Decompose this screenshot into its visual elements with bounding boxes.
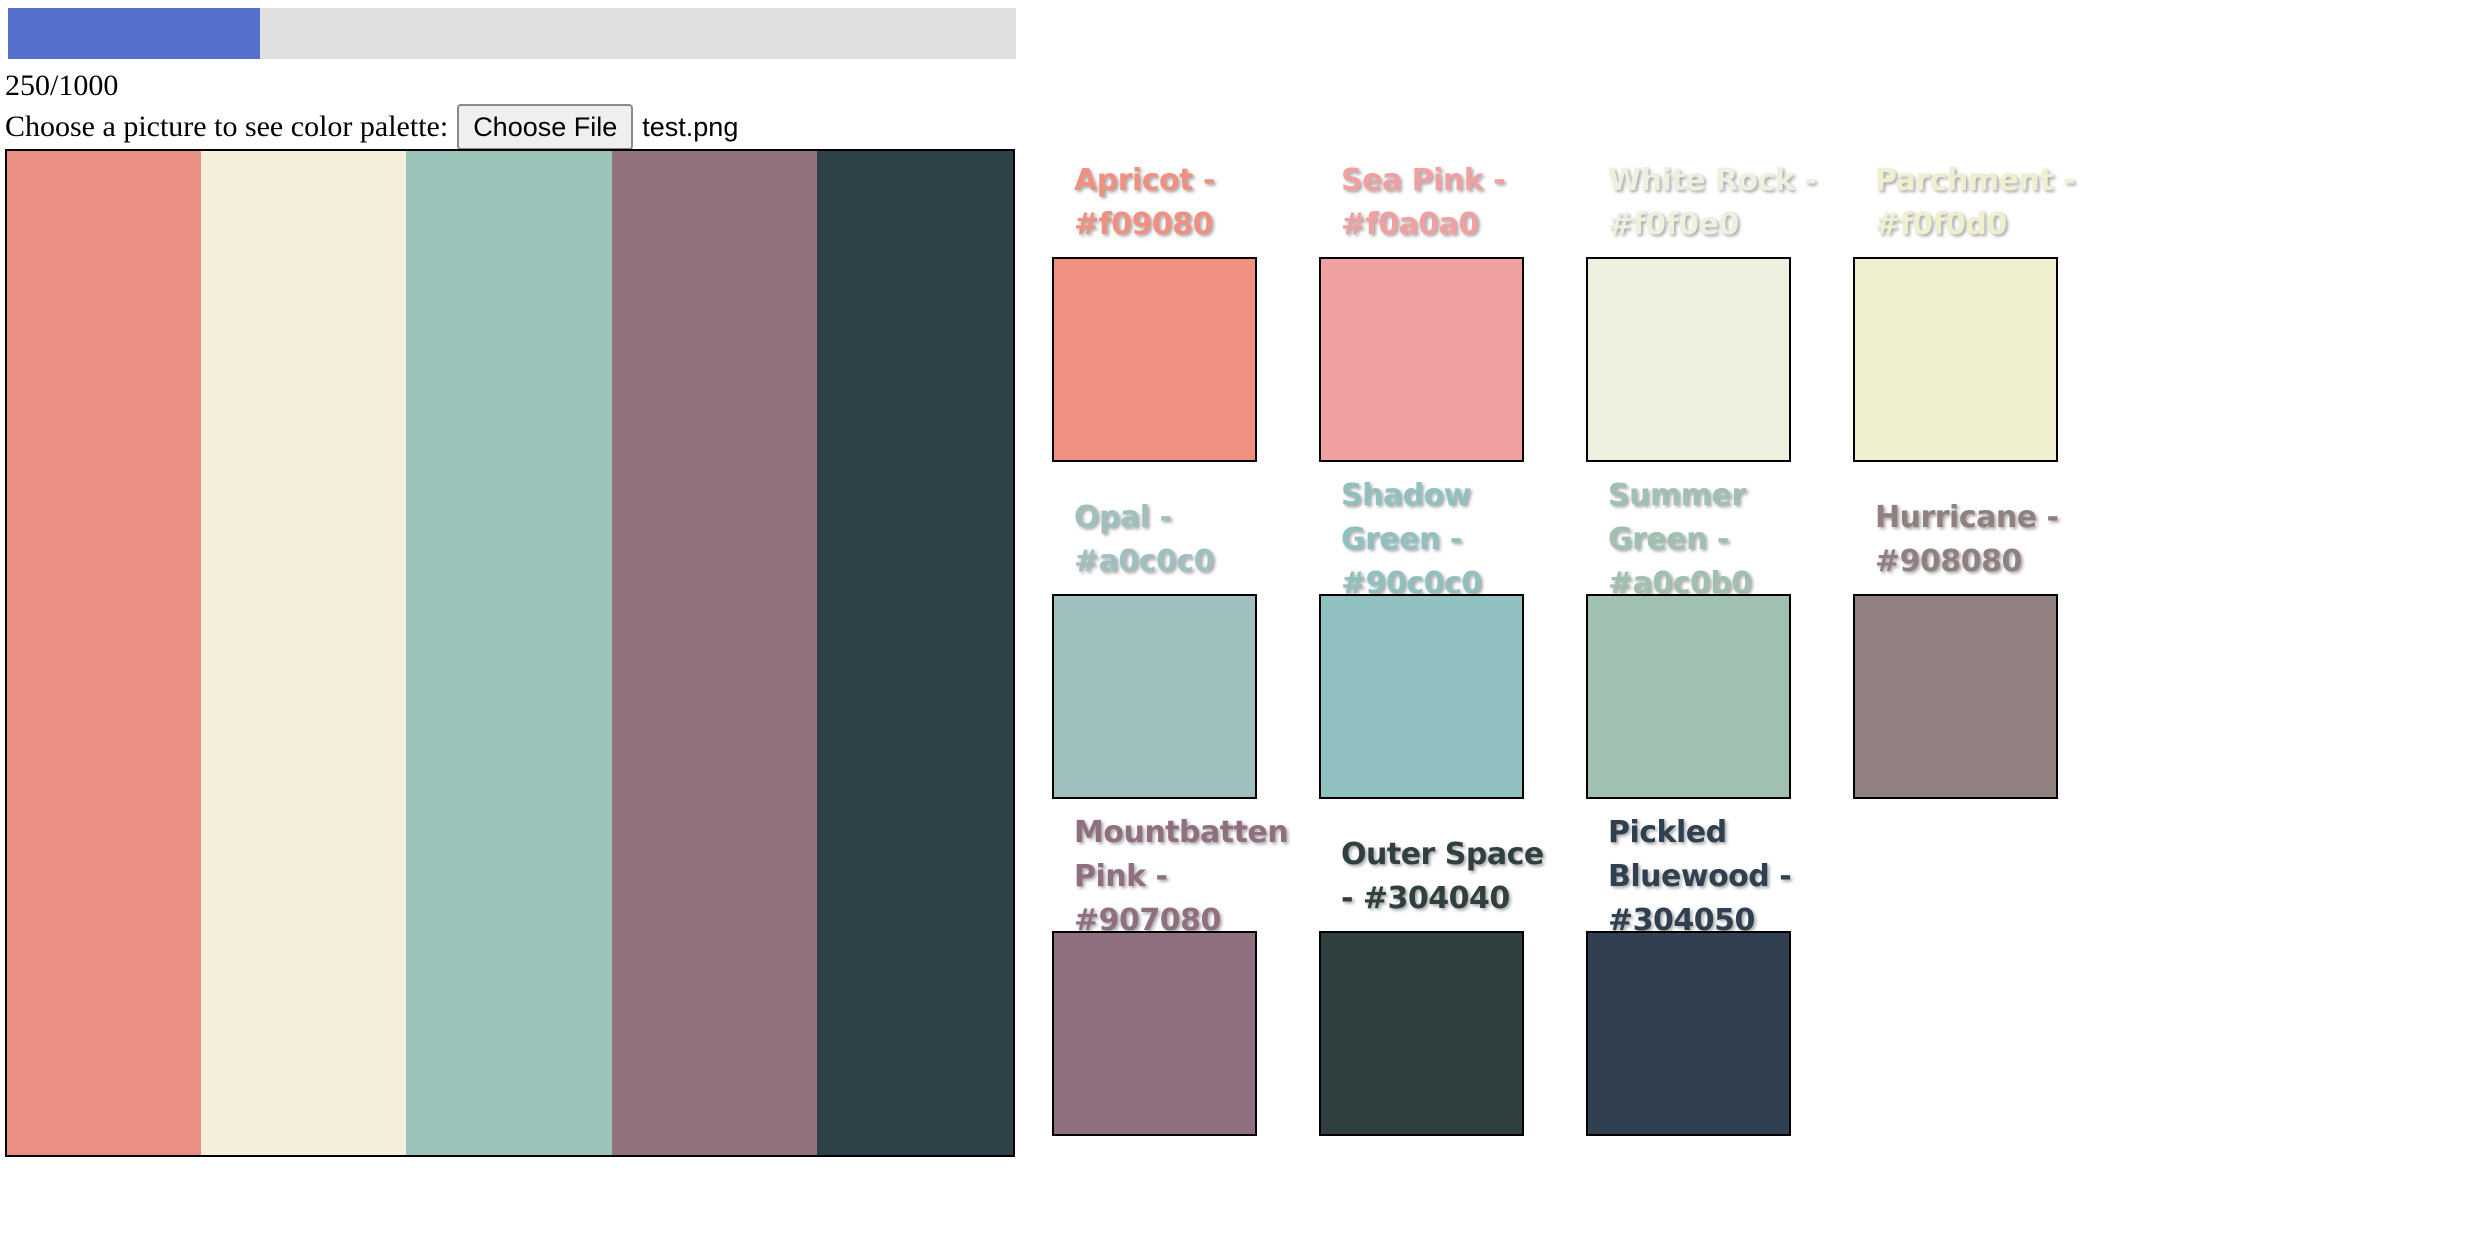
swatch-color-box <box>1853 594 2058 799</box>
swatch-color-box <box>1586 257 1791 462</box>
swatch-color-box <box>1586 931 1791 1136</box>
preview-stripe <box>611 151 817 1155</box>
swatch-label: Apricot - #f09080 <box>1074 163 1215 242</box>
swatch-color-box <box>1052 931 1257 1136</box>
palette-swatch: Summer Green - #a0c0b0 <box>1586 478 1791 821</box>
file-chooser-label: Choose a picture to see color palette: <box>5 110 449 143</box>
swatch-label: Summer Green - #a0c0b0 <box>1608 478 1752 601</box>
palette-swatch: Parchment - #f0f0d0 <box>1853 149 2076 484</box>
choose-file-button[interactable]: Choose File <box>457 104 634 150</box>
swatch-color-box <box>1586 594 1791 799</box>
swatch-label: White Rock - #f0f0e0 <box>1608 163 1817 242</box>
swatch-color-box <box>1319 594 1524 799</box>
palette-swatch: Mountbatten Pink - #907080 <box>1052 815 1289 1158</box>
palette-swatch: Opal - #a0c0c0 <box>1052 486 1257 821</box>
swatch-color-box <box>1853 257 2058 462</box>
swatch-color-box <box>1052 594 1257 799</box>
swatch-label: Opal - #a0c0c0 <box>1074 500 1215 579</box>
swatch-label: Pickled Bluewood - #304050 <box>1608 815 1792 938</box>
swatch-label: Hurricane - #908080 <box>1875 500 2059 579</box>
swatch-label: Outer Space - #304040 <box>1341 837 1544 916</box>
swatch-label: Mountbatten Pink - #907080 <box>1074 815 1289 938</box>
swatch-label: Shadow Green - #90c0c0 <box>1341 478 1482 601</box>
preview-stripe <box>816 151 1013 1155</box>
preview-stripe <box>406 151 612 1155</box>
palette-swatch: Pickled Bluewood - #304050 <box>1586 815 1792 1158</box>
palette-swatch: White Rock - #f0f0e0 <box>1586 149 1817 484</box>
image-preview <box>5 149 1015 1157</box>
preview-stripe <box>201 151 407 1155</box>
progress-text: 250/1000 <box>5 69 119 102</box>
swatch-label: Parchment - #f0f0d0 <box>1875 163 2076 242</box>
swatch-color-box <box>1052 257 1257 462</box>
palette-swatch: Outer Space - #304040 <box>1319 823 1544 1158</box>
preview-stripe <box>7 151 202 1155</box>
swatch-label: Sea Pink - #f0a0a0 <box>1341 163 1506 242</box>
progress-bar <box>8 8 1016 59</box>
palette-swatch: Sea Pink - #f0a0a0 <box>1319 149 1524 484</box>
palette-swatch: Apricot - #f09080 <box>1052 149 1257 484</box>
swatch-color-box <box>1319 931 1524 1136</box>
selected-file-name: test.png <box>642 111 739 142</box>
palette-swatch: Hurricane - #908080 <box>1853 486 2059 821</box>
swatch-color-box <box>1319 257 1524 462</box>
palette-swatch: Shadow Green - #90c0c0 <box>1319 478 1524 821</box>
progress-bar-fill <box>8 8 260 59</box>
file-chooser-row: Choose a picture to see color palette: C… <box>5 104 739 150</box>
